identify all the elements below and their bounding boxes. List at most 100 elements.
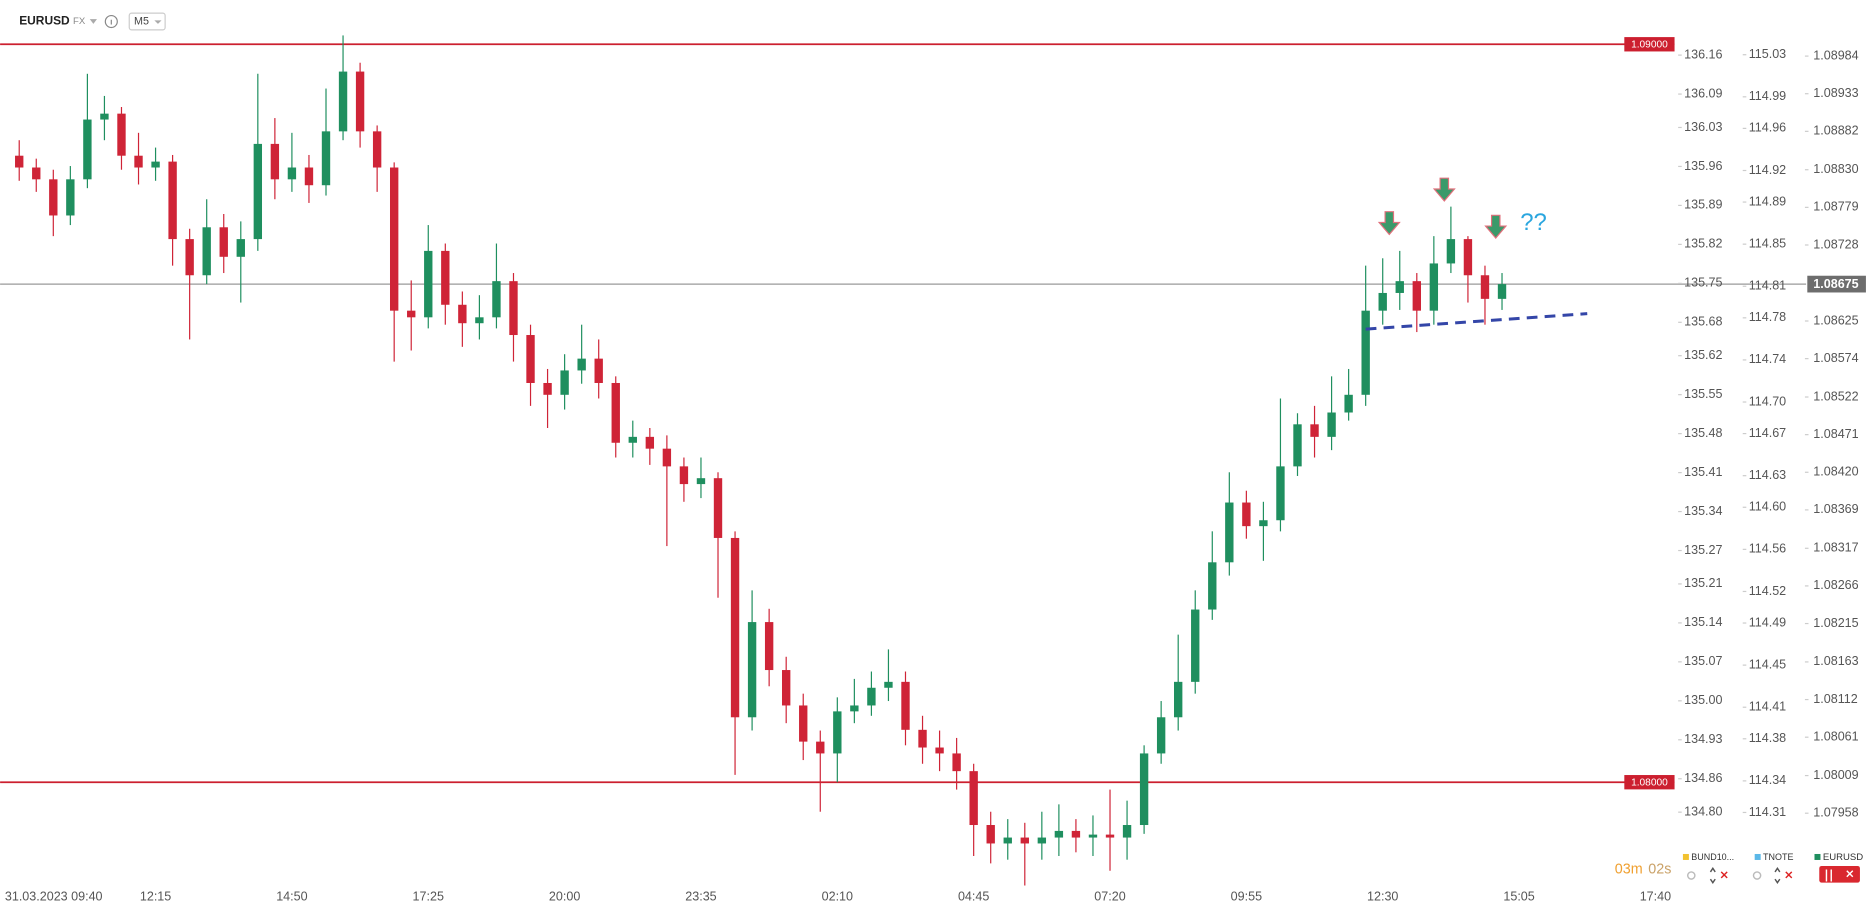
y-tick-label: 114.70 <box>1749 394 1786 408</box>
y-tick-label: 134.80 <box>1684 804 1722 818</box>
candle-body <box>202 227 211 276</box>
y-tick-label: 136.03 <box>1684 120 1722 134</box>
candle-body <box>1310 424 1319 437</box>
y-tick-label: 1.08522 <box>1813 389 1858 403</box>
timer-minutes: 03m <box>1615 861 1643 877</box>
candle-body <box>1156 717 1166 754</box>
timer-seconds: 02s <box>1648 861 1671 877</box>
candle-body <box>526 335 535 383</box>
x-tick-label: 15:05 <box>1503 889 1534 903</box>
remove-icon[interactable] <box>1846 870 1854 878</box>
level-label: 1.09000 <box>1631 40 1668 51</box>
info-icon[interactable] <box>104 14 118 29</box>
y-tick-label: 115.03 <box>1749 47 1786 61</box>
y-tick-label: 135.96 <box>1684 159 1722 173</box>
candle-body <box>338 71 348 132</box>
y-tick-label: 1.08471 <box>1813 427 1858 441</box>
y-tick-label: 135.34 <box>1684 504 1722 518</box>
y-tick-label: 135.21 <box>1684 576 1722 590</box>
level-label: 1.08000 <box>1631 777 1668 788</box>
remove-icon[interactable] <box>1720 871 1728 879</box>
candle-body <box>1020 837 1029 844</box>
x-tick-label: 02:10 <box>822 889 853 903</box>
last-price-label: 1.08675 <box>1813 277 1858 291</box>
candle-body <box>1242 502 1251 527</box>
timeframe-box[interactable] <box>128 12 166 31</box>
y-tick-label: 135.27 <box>1684 543 1722 557</box>
candle-body <box>424 250 433 318</box>
candle-body <box>952 753 961 772</box>
candle-body <box>747 622 757 718</box>
x-tick-label: 17:40 <box>1640 889 1671 903</box>
candle-body <box>270 143 280 180</box>
x-tick-label: 23:35 <box>685 889 716 903</box>
y-tick-label: 135.48 <box>1684 426 1722 440</box>
x-tick-label: 31.03.2023 09:40 <box>5 889 103 903</box>
move-icon[interactable] <box>1709 867 1716 884</box>
y-tick-label: 1.08369 <box>1813 502 1858 516</box>
symbol[interactable]: EURUSD <box>19 14 70 28</box>
y-tick-label: 114.63 <box>1749 468 1786 482</box>
y-tick-label: 134.86 <box>1684 771 1722 785</box>
market: FX <box>73 16 86 27</box>
legend-label: TNOTE <box>1763 852 1793 862</box>
candle-icon[interactable] <box>1825 869 1832 882</box>
candle-body <box>134 155 143 168</box>
y-tick-label: 135.14 <box>1684 615 1722 629</box>
y-tick-label: 136.16 <box>1684 47 1722 61</box>
candle-body <box>1191 609 1200 682</box>
y-tick-label: 1.08728 <box>1813 237 1858 251</box>
y-tick-label: 135.41 <box>1684 465 1722 479</box>
active-instrument-box[interactable] <box>1819 865 1860 883</box>
candle-body <box>986 825 995 844</box>
legend-swatch <box>1814 853 1821 860</box>
candle-body <box>1088 834 1098 838</box>
timeframe[interactable]: M5 <box>134 15 149 27</box>
y-tick-label: 135.75 <box>1684 276 1722 290</box>
eye-icon[interactable] <box>1752 871 1762 880</box>
dropdown-icon[interactable] <box>89 19 97 24</box>
candle-body <box>611 382 620 443</box>
candle-body <box>1480 275 1490 299</box>
y-tick-label: 135.62 <box>1684 348 1722 362</box>
candle-body <box>628 436 637 443</box>
y-tick-label: 114.45 <box>1749 657 1786 671</box>
y-tick-label: 135.00 <box>1684 693 1722 707</box>
candle-body <box>850 705 859 712</box>
candle-body <box>543 382 552 395</box>
candle-body <box>1327 412 1336 437</box>
legend-swatch <box>1682 853 1689 860</box>
candle-body <box>185 239 194 276</box>
candle-body <box>713 478 723 538</box>
y-tick-label: 135.55 <box>1684 387 1722 401</box>
candle-body <box>509 281 518 336</box>
candle-body <box>1003 837 1012 844</box>
candle-body <box>1378 292 1387 311</box>
candle-body <box>1208 562 1217 610</box>
candle-body <box>969 771 978 826</box>
level-label-box <box>1624 37 1675 52</box>
x-tick-label: 09:55 <box>1231 889 1262 903</box>
y-tick-label: 1.07958 <box>1813 806 1858 820</box>
eye-icon[interactable] <box>1686 871 1696 880</box>
candle-body <box>1344 394 1353 413</box>
candle-body <box>49 179 58 216</box>
candle-body <box>441 250 450 305</box>
move-icon[interactable] <box>1774 867 1781 884</box>
x-tick-label: 17:25 <box>413 889 444 903</box>
remove-icon[interactable] <box>1785 871 1793 879</box>
y-tick-label: 134.93 <box>1684 732 1722 746</box>
trendline <box>1365 312 1588 331</box>
y-tick-label: 1.08933 <box>1813 86 1858 100</box>
y-tick-label: 1.08420 <box>1813 465 1858 479</box>
candle-body <box>730 537 740 718</box>
candle-body <box>407 310 416 318</box>
candle-body <box>1429 263 1439 311</box>
timeframe-dropdown[interactable] <box>154 20 162 24</box>
y-tick-label: 114.38 <box>1749 731 1786 745</box>
y-tick-label: 114.67 <box>1749 426 1786 440</box>
candle-body <box>1037 837 1047 844</box>
